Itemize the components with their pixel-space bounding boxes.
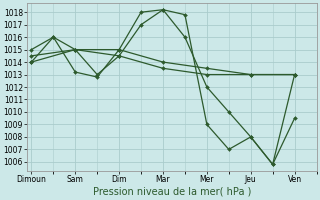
X-axis label: Pression niveau de la mer( hPa ): Pression niveau de la mer( hPa ) [92, 187, 251, 197]
